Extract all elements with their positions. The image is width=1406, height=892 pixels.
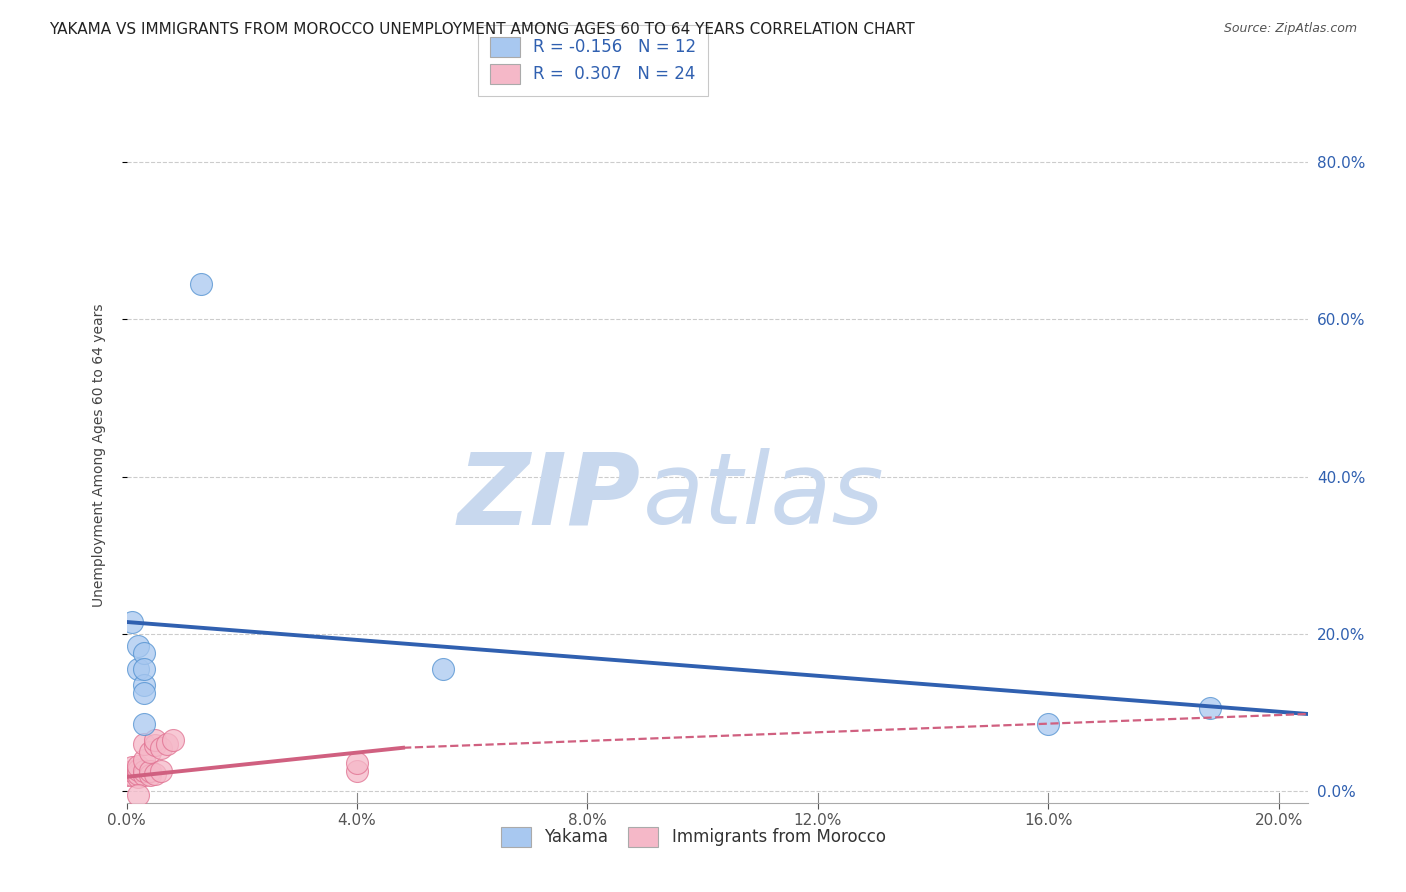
Point [138,768,160,782]
Point [127,770,149,784]
Point [121,768,143,782]
Point [121,615,143,629]
Point [132,753,155,767]
Point [150,764,173,779]
Point [132,686,155,700]
Point [156,737,179,751]
Legend: Yakama, Immigrants from Morocco: Yakama, Immigrants from Morocco [495,820,893,854]
Point [432,662,454,676]
Point [121,760,143,774]
Text: Source: ZipAtlas.com: Source: ZipAtlas.com [1223,22,1357,36]
Point [132,768,155,782]
Text: YAKAMA VS IMMIGRANTS FROM MOROCCO UNEMPLOYMENT AMONG AGES 60 TO 64 YEARS CORRELA: YAKAMA VS IMMIGRANTS FROM MOROCCO UNEMPL… [49,22,915,37]
Point [127,788,149,802]
Y-axis label: Unemployment Among Ages 60 to 64 years: Unemployment Among Ages 60 to 64 years [91,303,105,607]
Point [127,763,149,777]
Point [150,740,173,755]
Point [132,678,155,692]
Point [138,745,160,759]
Point [1038,717,1060,731]
Text: atlas: atlas [643,448,884,545]
Point [127,766,149,780]
Text: ZIP: ZIP [457,448,640,545]
Point [162,732,184,747]
Point [1198,701,1220,715]
Point [127,759,149,773]
Point [138,764,160,779]
Point [143,739,166,753]
Point [143,732,166,747]
Point [346,756,368,771]
Point [132,737,155,751]
Point [127,639,149,653]
Point [115,768,138,782]
Point [190,277,212,291]
Point [132,764,155,779]
Point [132,662,155,676]
Point [346,764,368,779]
Point [121,764,143,779]
Point [132,647,155,661]
Point [127,662,149,676]
Point [143,766,166,780]
Point [132,717,155,731]
